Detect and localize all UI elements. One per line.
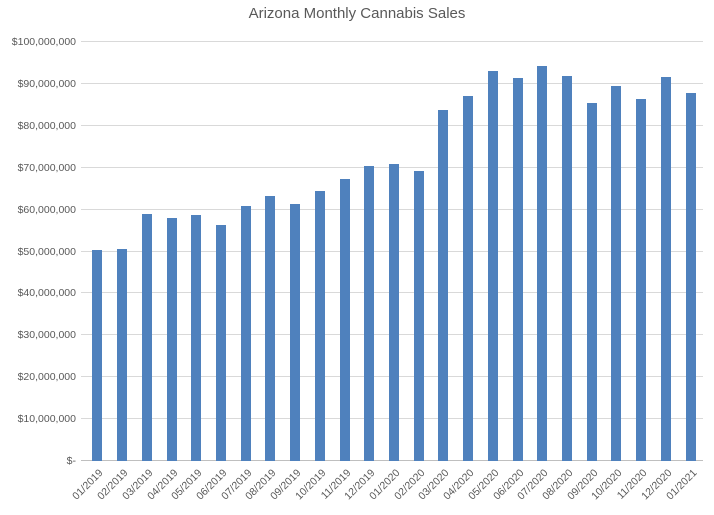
bar-slot bbox=[134, 42, 159, 461]
gridline bbox=[81, 124, 703, 126]
y-tick-label: $10,000,000 bbox=[17, 413, 76, 426]
y-tick-label: $80,000,000 bbox=[17, 119, 76, 132]
bar-slot bbox=[307, 42, 332, 461]
bar-slot bbox=[456, 42, 481, 461]
y-tick-label: $60,000,000 bbox=[17, 203, 76, 216]
y-tick-label: $- bbox=[66, 455, 76, 467]
bar-slot bbox=[678, 42, 703, 461]
bar-07/2020 bbox=[537, 65, 548, 461]
bar-11/2020 bbox=[636, 98, 647, 461]
bar-slot bbox=[481, 42, 506, 461]
bar-06/2019 bbox=[215, 225, 226, 461]
y-tick-label: $20,000,000 bbox=[17, 371, 76, 384]
bar-10/2019 bbox=[314, 191, 325, 461]
chart-title: Arizona Monthly Cannabis Sales bbox=[248, 5, 466, 22]
gridline bbox=[81, 41, 703, 42]
bar-06/2020 bbox=[512, 78, 523, 461]
bar-slot bbox=[110, 42, 135, 461]
bar-01/2021 bbox=[685, 92, 696, 461]
bar-02/2019 bbox=[117, 248, 128, 461]
bar-03/2020 bbox=[438, 109, 449, 461]
bar-05/2019 bbox=[191, 215, 202, 461]
bar-slot bbox=[406, 42, 431, 461]
plot-area bbox=[81, 41, 703, 461]
y-tick-label: $100,000,000 bbox=[11, 36, 76, 48]
bar-11/2019 bbox=[339, 179, 350, 461]
bar-slot bbox=[357, 42, 382, 461]
bar-slot bbox=[258, 42, 283, 461]
bar-12/2020 bbox=[660, 76, 671, 461]
bar-01/2019 bbox=[92, 249, 103, 461]
bar-08/2020 bbox=[562, 76, 573, 461]
bars-group bbox=[85, 42, 703, 461]
bar-slot bbox=[505, 42, 530, 461]
bar-slot bbox=[332, 42, 357, 461]
y-tick-label: $70,000,000 bbox=[17, 161, 76, 174]
bar-slot bbox=[209, 42, 234, 461]
bar-04/2019 bbox=[166, 218, 177, 461]
y-tick-label: $30,000,000 bbox=[17, 329, 76, 342]
bar-slot bbox=[283, 42, 308, 461]
bar-slot bbox=[431, 42, 456, 461]
bar-slot bbox=[85, 42, 110, 461]
bar-04/2020 bbox=[463, 96, 474, 461]
bar-07/2019 bbox=[240, 205, 251, 461]
bar-08/2019 bbox=[265, 196, 276, 461]
bar-01/2020 bbox=[388, 164, 399, 461]
bar-slot bbox=[555, 42, 580, 461]
bar-slot bbox=[654, 42, 679, 461]
bar-slot bbox=[579, 42, 604, 461]
bar-10/2020 bbox=[611, 86, 622, 461]
bar-slot bbox=[382, 42, 407, 461]
gridline bbox=[81, 82, 703, 84]
bar-slot bbox=[604, 42, 629, 461]
bar-slot bbox=[233, 42, 258, 461]
y-tick-label: $90,000,000 bbox=[17, 77, 76, 90]
bar-slot bbox=[629, 42, 654, 461]
bar-slot bbox=[530, 42, 555, 461]
bar-slot bbox=[159, 42, 184, 461]
bar-slot bbox=[184, 42, 209, 461]
bar-12/2019 bbox=[364, 166, 375, 461]
y-tick-label: $50,000,000 bbox=[17, 245, 76, 258]
bar-02/2020 bbox=[413, 171, 424, 461]
bar-05/2020 bbox=[487, 70, 498, 461]
bar-09/2020 bbox=[586, 103, 597, 461]
bar-09/2019 bbox=[290, 204, 301, 461]
bar-03/2019 bbox=[141, 213, 152, 461]
y-tick-label: $40,000,000 bbox=[17, 287, 76, 300]
